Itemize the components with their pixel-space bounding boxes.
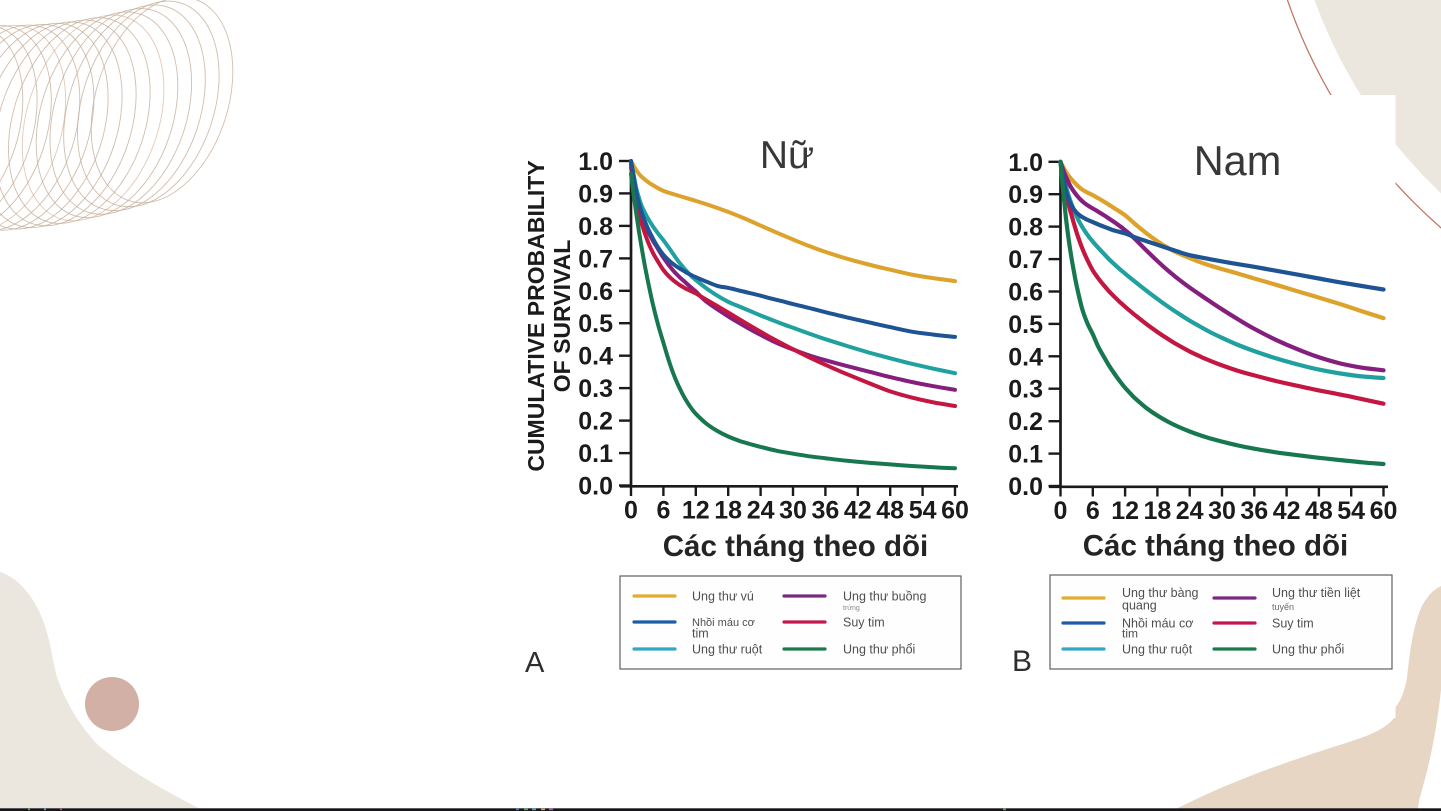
svg-text:0.0: 0.0 — [578, 473, 613, 501]
svg-text:0: 0 — [624, 497, 638, 525]
svg-text:0.2: 0.2 — [1008, 408, 1043, 436]
svg-text:30: 30 — [1208, 497, 1236, 525]
svg-text:12: 12 — [682, 497, 710, 525]
svg-text:42: 42 — [844, 497, 872, 525]
svg-text:Ung thư bàng: Ung thư bàng — [1122, 586, 1199, 600]
svg-text:60: 60 — [1370, 497, 1398, 525]
svg-text:Suy tim: Suy tim — [1272, 617, 1314, 631]
svg-text:6: 6 — [1086, 497, 1100, 525]
svg-text:OF SURVIVAL: OF SURVIVAL — [549, 240, 575, 393]
svg-text:0.9: 0.9 — [578, 180, 613, 208]
svg-text:0.8: 0.8 — [1008, 214, 1043, 242]
svg-text:Nữ: Nữ — [760, 134, 814, 177]
svg-text:Nhồi máu cơ: Nhồi máu cơ — [692, 617, 755, 629]
svg-text:0.3: 0.3 — [1008, 376, 1043, 404]
svg-text:54: 54 — [1337, 497, 1365, 525]
svg-text:0.5: 0.5 — [578, 310, 613, 338]
svg-text:36: 36 — [1240, 497, 1268, 525]
svg-text:24: 24 — [1176, 497, 1204, 525]
svg-text:24: 24 — [747, 497, 775, 525]
svg-text:Ung thư tiền liệt: Ung thư tiền liệt — [1272, 586, 1361, 600]
svg-text:A: A — [525, 647, 545, 679]
svg-text:0.4: 0.4 — [578, 343, 613, 371]
svg-text:54: 54 — [909, 497, 937, 525]
svg-text:0.6: 0.6 — [578, 278, 613, 306]
svg-text:18: 18 — [1143, 497, 1171, 525]
svg-text:0.4: 0.4 — [1008, 343, 1043, 371]
svg-text:Ung thư ruột: Ung thư ruột — [692, 643, 763, 657]
svg-text:Các tháng theo dõi: Các tháng theo dõi — [663, 530, 929, 563]
svg-text:tuyến: tuyến — [1272, 602, 1294, 612]
svg-text:B: B — [1012, 645, 1032, 678]
svg-text:6: 6 — [656, 497, 670, 525]
svg-text:Các tháng theo dõi: Các tháng theo dõi — [1083, 530, 1349, 563]
svg-text:0.3: 0.3 — [578, 375, 613, 403]
svg-text:Ung thư ruột: Ung thư ruột — [1122, 643, 1193, 657]
svg-text:0.8: 0.8 — [578, 213, 613, 241]
svg-text:0.7: 0.7 — [578, 245, 613, 273]
svg-text:0.0: 0.0 — [1008, 473, 1043, 501]
svg-text:48: 48 — [876, 497, 904, 525]
svg-text:quang: quang — [1122, 599, 1157, 613]
svg-text:0.5: 0.5 — [1008, 311, 1043, 339]
svg-text:42: 42 — [1273, 497, 1301, 525]
svg-text:Ung thư phổi: Ung thư phổi — [1272, 643, 1344, 657]
svg-text:CUMULATIVE PROBABILITY: CUMULATIVE PROBABILITY — [523, 160, 549, 471]
svg-text:Nhồi máu cơ: Nhồi máu cơ — [1122, 617, 1193, 631]
svg-text:0.9: 0.9 — [1008, 181, 1043, 209]
svg-text:trứng: trứng — [843, 605, 860, 612]
svg-text:0.7: 0.7 — [1008, 246, 1043, 274]
svg-text:1.0: 1.0 — [578, 148, 613, 176]
svg-text:0.1: 0.1 — [1008, 441, 1043, 469]
svg-text:48: 48 — [1305, 497, 1333, 525]
svg-text:Ung thư phổi: Ung thư phổi — [843, 643, 915, 657]
svg-text:1.0: 1.0 — [1008, 149, 1043, 177]
svg-text:12: 12 — [1111, 497, 1139, 525]
svg-text:Suy tim: Suy tim — [843, 616, 885, 630]
svg-text:0.1: 0.1 — [578, 440, 613, 468]
svg-text:0: 0 — [1054, 497, 1068, 525]
svg-text:18: 18 — [714, 497, 742, 525]
svg-text:Ung thư vú: Ung thư vú — [692, 590, 754, 604]
svg-text:60: 60 — [941, 497, 969, 525]
svg-text:0.6: 0.6 — [1008, 279, 1043, 307]
svg-text:tim: tim — [692, 627, 709, 641]
svg-text:tim: tim — [1122, 627, 1138, 641]
svg-text:Nam: Nam — [1194, 137, 1282, 184]
svg-text:36: 36 — [811, 497, 839, 525]
svg-text:Ung thư buồng: Ung thư buồng — [843, 590, 926, 604]
svg-text:0.2: 0.2 — [578, 408, 613, 436]
svg-text:30: 30 — [779, 497, 807, 525]
